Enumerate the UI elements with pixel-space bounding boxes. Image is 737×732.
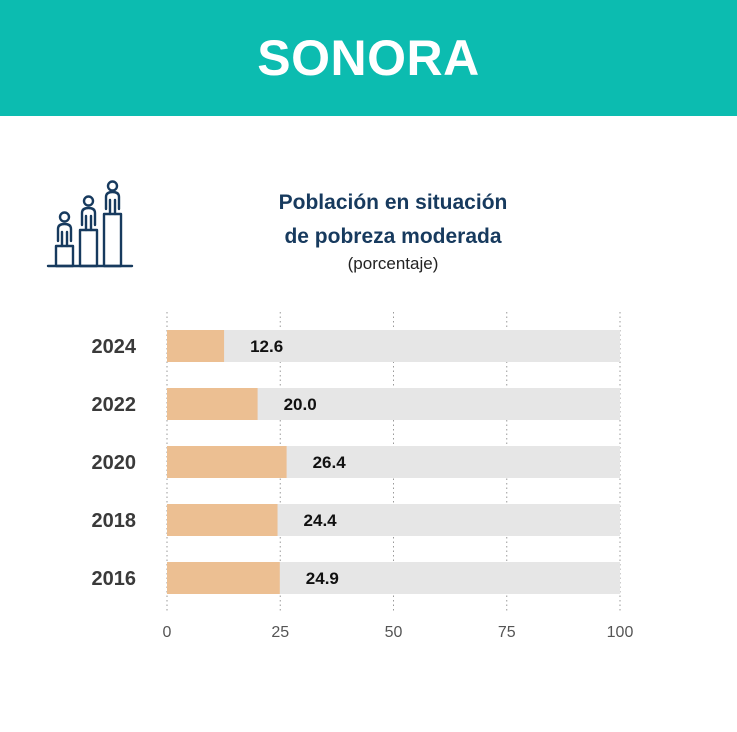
chart-title-line-2: de pobreza moderada [284,225,502,248]
population-podium-icon [46,180,134,272]
data-label-2024: 12.6 [250,337,283,356]
chart-title-block: Población en situación de pobreza modera… [233,186,553,276]
bar-2016 [167,562,280,594]
x-tick-label-0: 0 [163,624,172,641]
data-label-2020: 26.4 [313,453,347,472]
y-tick-label-2022: 2022 [92,394,137,416]
x-tick-label-25: 25 [271,624,289,641]
bar-track-2024 [167,330,620,362]
header-bar: SONORA [0,0,737,116]
x-tick-label-100: 100 [607,624,634,641]
bar-2024 [167,330,225,362]
data-label-2016: 24.9 [306,569,339,588]
state-title: SONORA [257,30,480,86]
chart-title-line-1: Población en situación [278,191,508,214]
data-label-2022: 20.0 [284,395,317,414]
bar-2018 [167,504,278,536]
y-tick-label-2016: 2016 [92,568,137,590]
data-label-2018: 24.4 [304,511,338,530]
chart-subtitle: (porcentaje) [347,254,439,273]
bar-chart: 2024 12.6 2022 20.0 2020 26.4 2018 24.4 2016 24.9… [92,312,634,641]
bar-2020 [167,446,287,478]
y-tick-label-2020: 2020 [92,452,137,474]
y-tick-label-2024: 2024 [92,336,137,358]
y-tick-label-2018: 2018 [92,510,137,532]
x-tick-label-75: 75 [498,624,516,641]
x-tick-label-50: 50 [385,624,403,641]
bar-2022 [167,388,258,420]
